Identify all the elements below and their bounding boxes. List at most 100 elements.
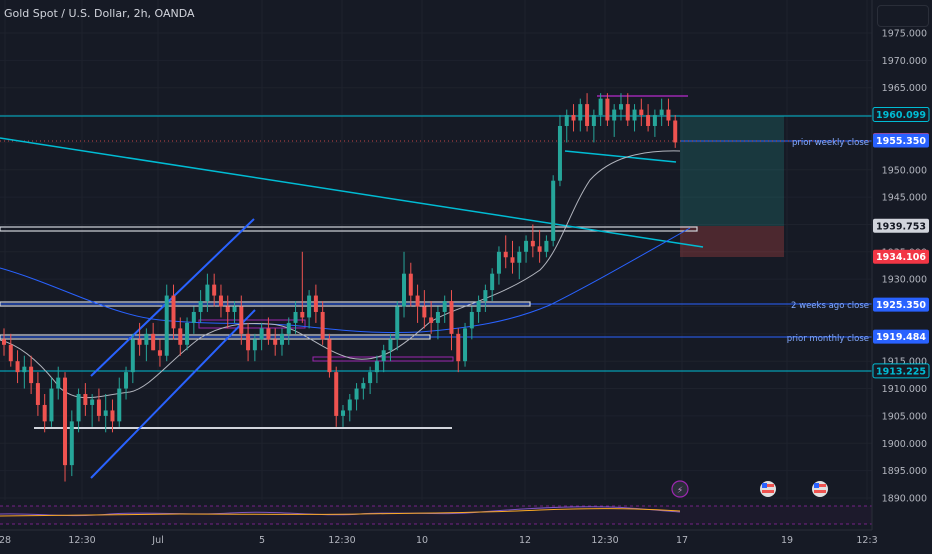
candle-body <box>171 295 176 329</box>
price-tick-label: 1915.000 <box>882 357 927 368</box>
candle-body <box>246 333 251 351</box>
candle-body <box>157 350 162 356</box>
white-zone-1926 <box>0 301 531 307</box>
price-tag-label: 1934.106 <box>876 252 926 263</box>
candle-body <box>15 361 20 373</box>
candle <box>164 284 169 362</box>
candle <box>483 284 488 312</box>
candle <box>83 383 88 416</box>
candle <box>103 394 108 433</box>
candle-body <box>646 115 651 126</box>
price-tag: 1955.350 <box>873 133 929 148</box>
candle <box>652 109 657 137</box>
candle <box>29 355 34 395</box>
time-tick-label: 12:30 <box>591 535 618 546</box>
candle <box>571 104 576 132</box>
price-tag: 1919.484 <box>873 329 929 344</box>
candle <box>646 104 651 132</box>
price-axis[interactable]: 1975.0001970.0001965.0001960.0001955.000… <box>871 0 932 550</box>
candle-body <box>29 366 34 384</box>
candle <box>585 93 590 132</box>
us-flag-icon[interactable] <box>760 481 776 497</box>
candle-body <box>273 339 278 345</box>
candle-body <box>307 295 312 318</box>
candle <box>469 306 474 340</box>
candle-body <box>490 273 495 291</box>
moving-averages <box>0 150 691 399</box>
candle-body <box>510 257 515 263</box>
candle <box>42 394 47 433</box>
candle-body <box>429 317 434 323</box>
candle-body <box>652 115 657 126</box>
candle <box>496 246 501 285</box>
oscillator-pane <box>0 500 872 530</box>
candle <box>191 306 196 334</box>
candle <box>334 366 339 427</box>
candle <box>395 301 400 351</box>
level-lines <box>0 95 872 429</box>
candle-body <box>564 115 569 126</box>
us-flag-icon[interactable] <box>812 481 828 497</box>
candle <box>56 366 61 400</box>
candle-body <box>8 344 13 362</box>
white-zone-1919 <box>0 334 431 340</box>
candle-body <box>483 290 488 302</box>
candle <box>442 295 447 323</box>
candle <box>69 410 74 477</box>
candle-body <box>388 339 393 351</box>
candle-body <box>544 240 549 252</box>
candlesticks <box>2 93 678 482</box>
candle-body <box>83 394 88 405</box>
candle <box>564 109 569 143</box>
candle-body <box>517 251 522 263</box>
candle-body <box>395 306 400 340</box>
candle <box>286 317 291 345</box>
price-tick-label: 1930.000 <box>882 275 927 286</box>
candle <box>598 93 603 126</box>
candle <box>463 322 468 367</box>
lightning-icon[interactable]: ⚡ <box>671 480 689 498</box>
candle <box>347 394 352 422</box>
long-position-tool[interactable] <box>680 116 784 257</box>
candle <box>659 98 664 126</box>
candle-body <box>320 311 325 340</box>
price-tag: 1934.106 <box>873 249 929 264</box>
candle <box>137 322 142 356</box>
candle-body <box>341 410 345 416</box>
candle-body <box>625 104 630 121</box>
candle <box>293 301 298 334</box>
event-markers[interactable]: ⚡ <box>671 480 828 498</box>
candle <box>124 366 129 400</box>
two-weeks-close-label: 2 weeks ago close <box>791 301 869 311</box>
candle <box>266 317 271 345</box>
price-tick-label: 1975.000 <box>882 29 927 40</box>
candle-body <box>205 284 210 302</box>
axis-settings-box[interactable] <box>877 5 929 27</box>
candle-body <box>69 421 74 466</box>
symbol-title[interactable]: Gold Spot / U.S. Dollar, 2h, OANDA <box>4 7 195 20</box>
candle <box>307 290 312 329</box>
annotation-labels: prior weekly close 2 weeks ago close pri… <box>787 138 869 344</box>
candle <box>435 306 440 340</box>
price-tag: 1939.753 <box>873 218 929 233</box>
candle-body <box>56 377 61 389</box>
time-axis[interactable]: 28 12:30 Jul 5 12:30 10 12 12:30 17 19 12:3 <box>0 529 878 550</box>
candle-body <box>585 104 590 126</box>
candle <box>327 333 332 378</box>
candle-body <box>612 109 617 121</box>
candle <box>22 355 27 389</box>
candle <box>157 339 162 367</box>
candle-body <box>63 377 68 466</box>
candle <box>408 262 413 307</box>
candle-body <box>632 109 637 121</box>
candle <box>503 235 508 269</box>
candle-body <box>225 306 230 312</box>
candle <box>524 235 529 263</box>
candle <box>35 372 40 416</box>
candle <box>117 377 122 427</box>
candle-body <box>476 301 481 312</box>
grid-lines <box>0 0 872 530</box>
candle-body <box>252 339 257 351</box>
